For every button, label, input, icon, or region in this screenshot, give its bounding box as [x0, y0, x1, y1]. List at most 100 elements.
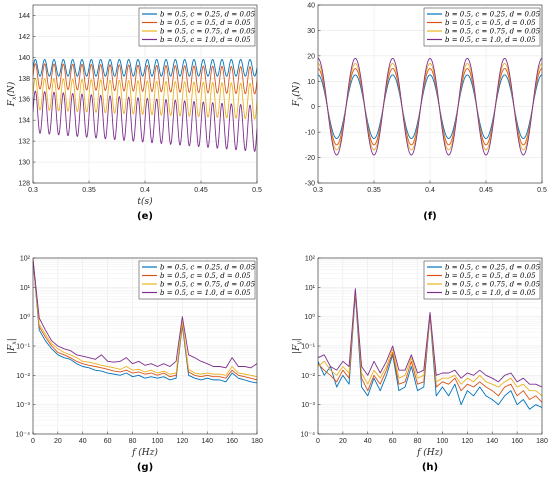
series-line-2	[318, 68, 542, 146]
y-axis-label: |Fx|	[7, 338, 18, 354]
x-tick-label: 100	[437, 438, 449, 445]
legend-box	[423, 7, 541, 47]
x-tick-label: 160	[511, 438, 523, 445]
x-tick-label: 20	[54, 438, 62, 445]
legend: b = 0.5, c = 0.25, d = 0.05b = 0.5, c = …	[138, 7, 256, 47]
legend: b = 0.5, c = 0.25, d = 0.05b = 0.5, c = …	[423, 7, 541, 47]
y-tick-label: 142	[18, 34, 30, 41]
x-axis-label: f (Hz)	[131, 447, 158, 458]
x-axis-label: f (Hz)	[416, 447, 443, 458]
y-tick-label: -20	[305, 155, 315, 162]
legend-entry-3: b = 0.5, c = 0.75, d = 0.05	[160, 280, 256, 288]
legend: b = 0.5, c = 0.25, d = 0.05b = 0.5, c = …	[423, 260, 541, 300]
y-tick-label: 40	[307, 3, 315, 10]
legend-entry-3: b = 0.5, c = 0.75, d = 0.05	[160, 27, 256, 35]
x-tick-label: 40	[364, 438, 372, 445]
series-line-1	[33, 260, 257, 384]
series-line-1	[33, 59, 257, 77]
y-tick-label: 10⁰	[19, 313, 30, 321]
legend-entry-1: b = 0.5, c = 0.25, d = 0.05	[445, 10, 541, 18]
x-tick-label: 20	[339, 438, 347, 445]
y-tick-label: 10	[307, 79, 315, 86]
series-line-1	[318, 74, 542, 139]
chart-panel-f: 0.3 0.35 0.4 0.45 0.5 -30 -20 -10 0 10 20 30 40 Fy(N)…	[291, 3, 547, 223]
y-tick-label: 30	[307, 28, 315, 35]
legend-entry-4: b = 0.5, c = 1.0, d = 0.05	[160, 289, 251, 297]
y-tick-label: 136	[18, 97, 30, 104]
series-line-4	[33, 259, 257, 369]
series-line-3	[33, 77, 257, 120]
x-tick-label: 0.3	[28, 187, 38, 194]
x-tick-label: 40	[79, 438, 87, 445]
x-tick-label: 180	[536, 438, 548, 445]
y-tick-label: 10¹	[20, 285, 31, 292]
panel-label: (g)	[137, 462, 153, 473]
chart-panel-e: 0.3 0.35 0.4 0.45 0.5 128 130 132 134 136 138 140 14…	[6, 4, 262, 222]
x-tick-label: 180	[251, 438, 263, 445]
y-tick-label: 20	[307, 53, 315, 60]
panel-label: (f)	[423, 211, 437, 222]
x-axis-label: t(s)	[137, 196, 153, 207]
x-tick-label: 80	[129, 438, 137, 445]
series-line-3	[33, 259, 257, 378]
y-tick-label: 130	[18, 160, 30, 167]
x-tick-label: 0.4	[425, 187, 435, 194]
legend-entry-2: b = 0.5, c = 0.5, d = 0.05	[445, 19, 536, 27]
y-tick-label: 10⁻⁴	[16, 432, 31, 439]
y-tick-label: 132	[18, 139, 30, 146]
x-tick-label: 0.4	[140, 187, 150, 194]
legend: b = 0.5, c = 0.25, d = 0.05b = 0.5, c = …	[138, 260, 256, 300]
legend-entry-1: b = 0.5, c = 0.25, d = 0.05	[445, 263, 541, 271]
legend-entry-2: b = 0.5, c = 0.5, d = 0.05	[160, 272, 251, 280]
series-line-3	[318, 63, 542, 151]
legend-entry-4: b = 0.5, c = 1.0, d = 0.05	[445, 289, 536, 297]
y-tick-label: 10⁻²	[301, 373, 315, 380]
x-tick-label: 0.45	[194, 187, 208, 194]
series-line-4	[318, 57, 542, 156]
y-axis-label: Fx(N)	[6, 81, 18, 107]
legend-entry-2: b = 0.5, c = 0.5, d = 0.05	[160, 19, 251, 27]
y-tick-label: 10²	[305, 256, 316, 263]
legend-entry-4: b = 0.5, c = 1.0, d = 0.05	[160, 36, 251, 44]
panel-label: (h)	[422, 462, 438, 473]
x-tick-label: 60	[389, 438, 397, 445]
y-tick-label: 10⁻¹	[301, 344, 315, 351]
legend-entry-1: b = 0.5, c = 0.25, d = 0.05	[160, 263, 256, 271]
y-axis-label: Fy(N)	[291, 81, 303, 107]
x-tick-label: 0.5	[537, 187, 547, 194]
legend-entry-2: b = 0.5, c = 0.5, d = 0.05	[445, 272, 536, 280]
x-tick-label: 80	[414, 438, 422, 445]
series-line-4	[318, 288, 542, 388]
chart-panel-g: 0 20 40 60 80 100 120 140 160 180 10⁻⁴ 10⁻³ 10⁻² 10⁻¹…	[7, 256, 263, 474]
y-axis-label: |Fy|	[292, 338, 303, 354]
x-tick-label: 0	[316, 438, 320, 445]
x-tick-label: 140	[201, 438, 213, 445]
x-tick-label: 0.35	[367, 187, 381, 194]
series-line-2	[33, 260, 257, 381]
x-tick-label: 0.35	[82, 187, 96, 194]
legend-entry-3: b = 0.5, c = 0.75, d = 0.05	[445, 280, 541, 288]
series-group	[318, 288, 542, 410]
x-tick-label: 160	[226, 438, 238, 445]
series-group	[318, 57, 542, 156]
y-tick-label: 10⁰	[304, 313, 315, 321]
x-tick-label: 0.5	[252, 187, 262, 194]
legend-entry-3: b = 0.5, c = 0.75, d = 0.05	[445, 27, 541, 35]
y-tick-label: -30	[305, 181, 315, 188]
y-tick-label: 10¹	[305, 285, 316, 292]
x-tick-label: 140	[486, 438, 498, 445]
x-tick-label: 0.45	[479, 187, 493, 194]
chart-panel-h: 0 20 40 60 80 100 120 140 160 180 10⁻⁴ 10⁻³ 10⁻² 10⁻¹…	[292, 256, 548, 474]
y-tick-label: 144	[18, 13, 30, 20]
legend-box	[138, 7, 256, 47]
y-tick-label: -10	[305, 130, 315, 137]
y-tick-label: 10⁻³	[16, 402, 30, 409]
y-tick-label: 134	[18, 118, 30, 125]
y-tick-label: 10²	[20, 256, 31, 263]
y-tick-label: 10⁻⁴	[301, 432, 316, 439]
series-line-2	[33, 63, 257, 95]
series-group	[33, 259, 257, 384]
y-tick-label: 138	[18, 76, 30, 83]
y-tick-label: 140	[18, 55, 30, 62]
